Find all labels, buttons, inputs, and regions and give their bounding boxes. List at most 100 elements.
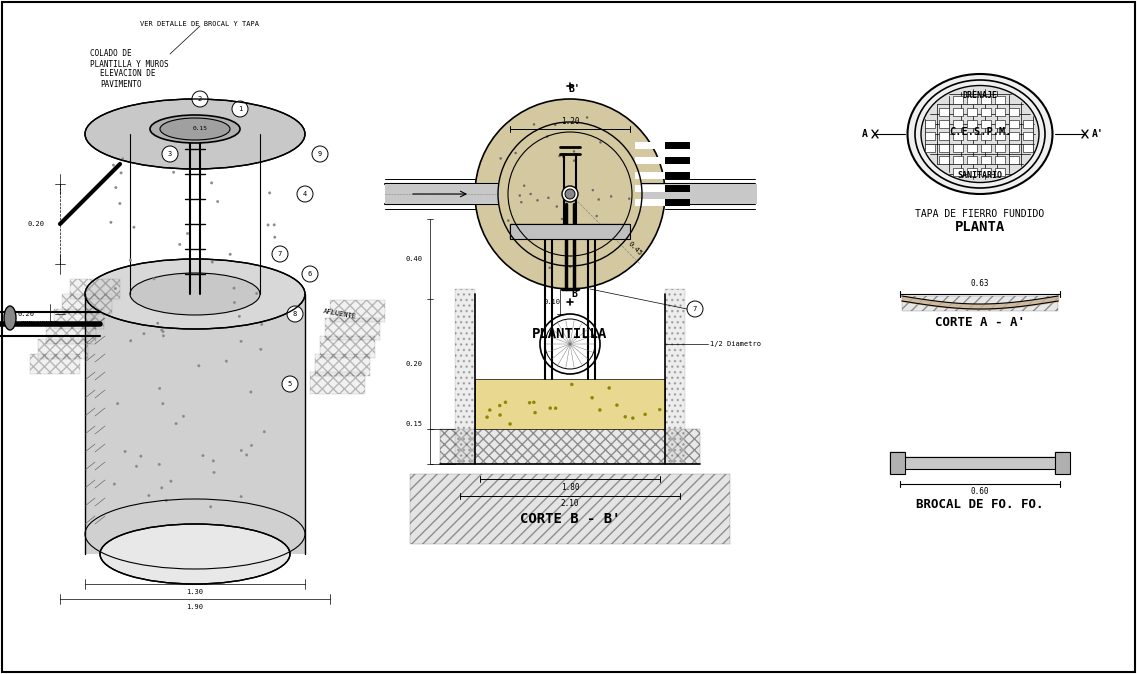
Text: B: B	[571, 289, 576, 299]
Bar	[634, 199, 690, 206]
Circle shape	[592, 189, 594, 191]
Bar	[981, 144, 991, 152]
Text: A: A	[862, 129, 868, 139]
Bar	[659, 185, 665, 192]
Bar	[310, 372, 365, 394]
Circle shape	[565, 189, 575, 199]
Circle shape	[118, 202, 121, 205]
Bar	[642, 184, 757, 204]
Circle shape	[259, 348, 262, 350]
Circle shape	[232, 101, 248, 117]
Text: COLADO DE
PLANTILLA Y MUROS: COLADO DE PLANTILLA Y MUROS	[90, 49, 168, 69]
Bar	[953, 96, 963, 104]
Circle shape	[570, 266, 571, 268]
Text: TAPA DE FIERRO FUNDIDO: TAPA DE FIERRO FUNDIDO	[915, 209, 1045, 219]
Bar	[665, 289, 684, 464]
Text: 6: 6	[308, 271, 313, 277]
Bar	[45, 324, 96, 344]
Circle shape	[611, 195, 612, 197]
Text: CORTE A - A': CORTE A - A'	[935, 315, 1024, 328]
Bar	[330, 300, 385, 322]
Circle shape	[209, 506, 211, 508]
Bar	[511, 224, 630, 239]
Circle shape	[133, 226, 135, 228]
Circle shape	[216, 200, 219, 203]
Text: 5: 5	[288, 381, 292, 387]
Text: 2.10: 2.10	[561, 499, 579, 508]
Bar	[511, 224, 630, 239]
Bar	[926, 132, 935, 140]
Bar	[634, 185, 690, 192]
Circle shape	[240, 450, 242, 452]
Circle shape	[179, 243, 181, 245]
Circle shape	[113, 483, 116, 485]
Bar	[1009, 108, 1019, 116]
Circle shape	[186, 233, 189, 235]
Circle shape	[140, 455, 142, 458]
Text: 0.20: 0.20	[28, 221, 45, 227]
Bar	[455, 289, 475, 464]
Circle shape	[302, 266, 318, 282]
Circle shape	[532, 401, 536, 404]
Circle shape	[533, 123, 536, 125]
Circle shape	[615, 404, 619, 406]
Circle shape	[297, 186, 313, 202]
Circle shape	[498, 404, 501, 407]
Circle shape	[263, 431, 265, 433]
Text: 0.15: 0.15	[192, 127, 207, 131]
Circle shape	[158, 388, 160, 390]
Bar	[981, 96, 991, 104]
Bar	[659, 157, 665, 164]
Text: ELEVACION DE
PAVIMENTO: ELEVACION DE PAVIMENTO	[100, 69, 156, 89]
Circle shape	[238, 315, 241, 317]
Ellipse shape	[921, 86, 1039, 183]
Text: 3: 3	[168, 151, 172, 157]
Bar	[966, 96, 977, 104]
Bar	[995, 168, 1005, 176]
Circle shape	[530, 193, 532, 195]
Bar	[1023, 120, 1034, 128]
Text: INFLUENTE: INFLUENTE	[20, 321, 58, 327]
Polygon shape	[85, 294, 305, 554]
Circle shape	[687, 301, 703, 317]
Text: 8: 8	[293, 311, 297, 317]
Circle shape	[233, 301, 235, 304]
Bar	[953, 156, 963, 164]
Bar	[926, 120, 935, 128]
Bar	[634, 142, 659, 149]
Circle shape	[114, 287, 117, 290]
Bar	[995, 156, 1005, 164]
Circle shape	[537, 200, 539, 202]
Circle shape	[515, 152, 516, 154]
Circle shape	[539, 227, 541, 229]
Text: 1.80: 1.80	[561, 483, 579, 491]
Text: 0.10: 0.10	[543, 299, 561, 305]
Circle shape	[119, 172, 123, 174]
Bar	[939, 108, 949, 116]
Circle shape	[229, 253, 231, 255]
Bar	[966, 144, 977, 152]
Text: BROCAL DE FO. FO.: BROCAL DE FO. FO.	[916, 497, 1044, 510]
Circle shape	[598, 408, 601, 411]
Bar	[995, 96, 1005, 104]
Bar	[1009, 144, 1019, 152]
Circle shape	[631, 417, 634, 420]
Bar	[440, 429, 700, 464]
Bar	[325, 318, 380, 340]
Text: 2: 2	[198, 96, 202, 102]
Circle shape	[518, 195, 521, 197]
Circle shape	[213, 471, 215, 474]
Bar	[385, 184, 500, 204]
Circle shape	[210, 182, 213, 184]
Circle shape	[201, 454, 205, 457]
Circle shape	[160, 329, 163, 331]
Ellipse shape	[130, 273, 260, 315]
Circle shape	[250, 444, 252, 447]
Text: 0.15: 0.15	[405, 421, 422, 427]
Bar	[890, 452, 905, 474]
Circle shape	[173, 171, 175, 173]
Circle shape	[161, 402, 164, 405]
Text: 4: 4	[302, 191, 307, 197]
Text: PLANTA: PLANTA	[955, 220, 1005, 234]
Bar	[966, 108, 977, 116]
